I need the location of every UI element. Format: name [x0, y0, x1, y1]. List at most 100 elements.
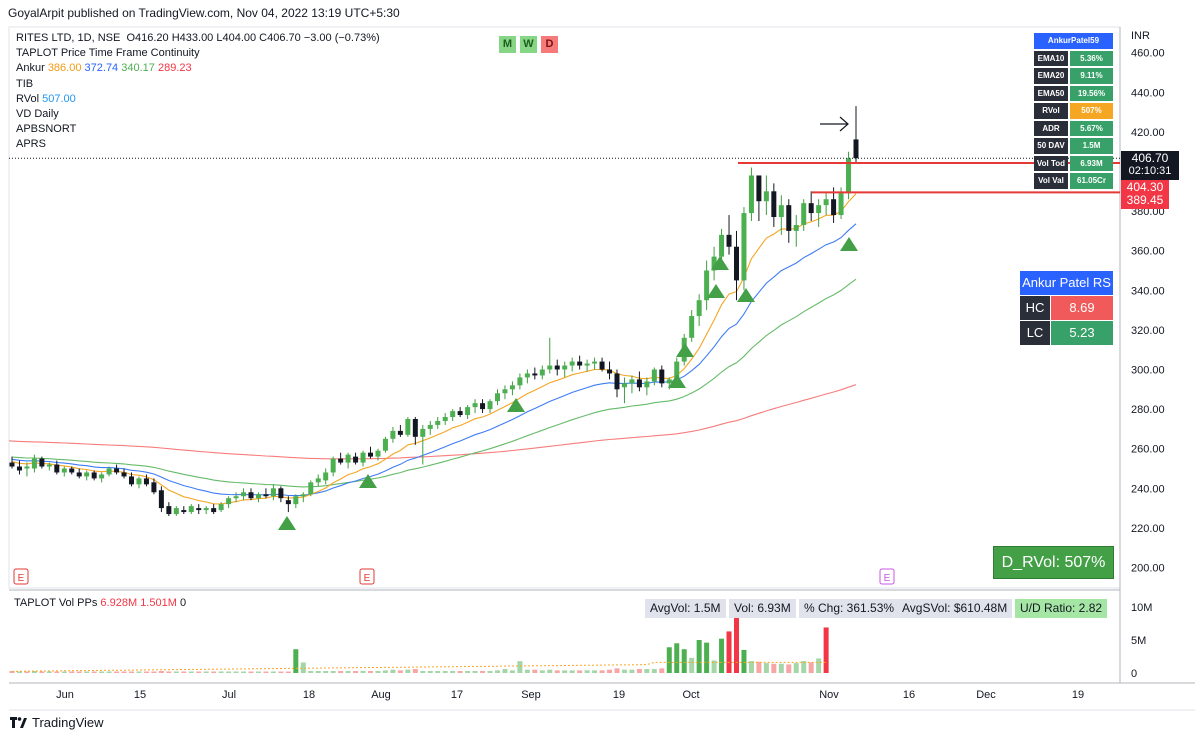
- signal-triangle: [737, 288, 755, 302]
- y-tick-label: 280.00: [1131, 404, 1165, 416]
- candle-body: [524, 373, 530, 378]
- candle-body: [24, 466, 30, 469]
- candle-body: [181, 510, 187, 513]
- candle-body: [330, 458, 336, 473]
- currency-label: INR: [1131, 30, 1150, 42]
- candle-body: [360, 452, 366, 463]
- stats-row: EMA50 19.56%: [1034, 85, 1113, 101]
- volume-bar: [509, 670, 515, 673]
- indicator-rvol[interactable]: RVol 507.00: [16, 92, 76, 105]
- volume-bar: [54, 671, 60, 673]
- candle-body: [726, 234, 732, 247]
- volume-bar: [666, 647, 672, 673]
- volume-bar: [816, 658, 822, 673]
- candle-body: [435, 420, 441, 425]
- x-tick-label: 15: [134, 689, 146, 701]
- vol-pane-legend[interactable]: TAPLOT Vol PPs 6.928M 1.501M 0: [14, 597, 187, 609]
- lc-value: 5.23: [1051, 321, 1113, 345]
- volume-bar: [69, 671, 75, 673]
- candle-body: [106, 468, 112, 475]
- candle-body: [353, 456, 359, 463]
- volume-bar: [592, 670, 598, 673]
- candle-body: [427, 424, 433, 429]
- y-tick-label: 460.00: [1131, 48, 1165, 60]
- volume-bar: [218, 671, 224, 673]
- y-tick-label: 260.00: [1131, 444, 1165, 456]
- volume-bar: [756, 661, 762, 673]
- candle-body: [629, 379, 635, 384]
- indicator-taplot[interactable]: TAPLOT Price Time Frame Continuity: [16, 47, 200, 60]
- ankur-rs-title: Ankur Patel RS: [1020, 271, 1113, 295]
- volume-bar: [368, 671, 374, 673]
- volume-bar: [353, 671, 359, 673]
- ema10-line: [11, 193, 857, 505]
- volume-bar: [472, 671, 478, 673]
- candle-body: [838, 193, 844, 216]
- volume-bar: [248, 671, 254, 673]
- candle-body: [91, 472, 97, 479]
- indicator-ankur[interactable]: Ankur 386.00 372.74 340.17 289.23: [16, 62, 192, 75]
- indicator-apbs[interactable]: APBSNORT: [16, 123, 77, 136]
- symbol-label[interactable]: RITES LTD, 1D, NSE: [16, 32, 121, 44]
- candle-body: [465, 407, 471, 416]
- volume-bar: [76, 671, 82, 673]
- candle-body: [577, 361, 583, 366]
- ud-ratio-box: U/D Ratio: 2.82: [1015, 599, 1108, 618]
- candle-body: [689, 316, 695, 338]
- hc-value: 8.69: [1051, 296, 1113, 320]
- candle-body: [644, 381, 650, 388]
- volume-bar: [427, 671, 433, 673]
- hc-label: HC: [1020, 296, 1050, 320]
- candle-body: [756, 175, 762, 202]
- earnings-marker-label: E: [18, 573, 25, 584]
- candle-body: [211, 508, 217, 513]
- candle-body: [636, 379, 642, 388]
- tradingview-logo-icon: [10, 716, 27, 728]
- candle-body: [584, 363, 590, 366]
- volume-bar: [607, 669, 613, 673]
- candle-body: [76, 472, 82, 477]
- volume-bar: [741, 649, 747, 673]
- volume-bar: [719, 638, 725, 673]
- stats-row: ADR 5.67%: [1034, 120, 1113, 136]
- candle-body: [651, 369, 657, 382]
- tf-month-badge: M: [499, 36, 516, 53]
- signal-triangle: [676, 343, 694, 357]
- candle-body: [808, 203, 814, 214]
- candle-body: [509, 385, 515, 390]
- x-tick-label: Jun: [56, 689, 74, 701]
- indicator-aprs[interactable]: APRS: [16, 138, 46, 151]
- volume-bar: [188, 671, 194, 673]
- indicator-tib[interactable]: TIB: [16, 77, 34, 90]
- volume-bar: [584, 670, 590, 673]
- volume-bar: [636, 669, 642, 673]
- volume-bar: [517, 661, 523, 673]
- indicator-vd[interactable]: VD Daily: [16, 108, 59, 121]
- volume-bar: [704, 642, 710, 673]
- volume-bar: [562, 670, 568, 673]
- candle-body: [188, 506, 194, 513]
- volume-bar: [450, 671, 456, 673]
- vol-box: Vol: 6.93M: [729, 599, 796, 618]
- candle-body: [621, 383, 627, 388]
- volume-bar: [681, 649, 687, 673]
- tradingview-footer[interactable]: TradingView: [10, 715, 104, 730]
- volume-bar: [487, 671, 493, 673]
- candle-body: [255, 494, 261, 499]
- volume-bar: [629, 669, 635, 673]
- candle-body: [114, 468, 120, 473]
- candle-body: [166, 506, 172, 515]
- volume-bar: [24, 671, 30, 673]
- volume-bar: [338, 671, 344, 673]
- y-tick-label: 340.00: [1131, 285, 1165, 297]
- y-tick-label: 360.00: [1131, 246, 1165, 258]
- candle-body: [129, 476, 135, 485]
- candle-body: [226, 498, 232, 505]
- volume-bar: [16, 671, 22, 673]
- candle-body: [46, 464, 52, 467]
- ankur-rs-box: Ankur Patel RS HC 8.69 LC 5.23: [1020, 271, 1113, 345]
- volume-bar: [778, 663, 784, 673]
- volume-bar: [323, 671, 329, 673]
- stats-row: RVol 507%: [1034, 103, 1113, 119]
- avg-volume-line: [11, 661, 827, 672]
